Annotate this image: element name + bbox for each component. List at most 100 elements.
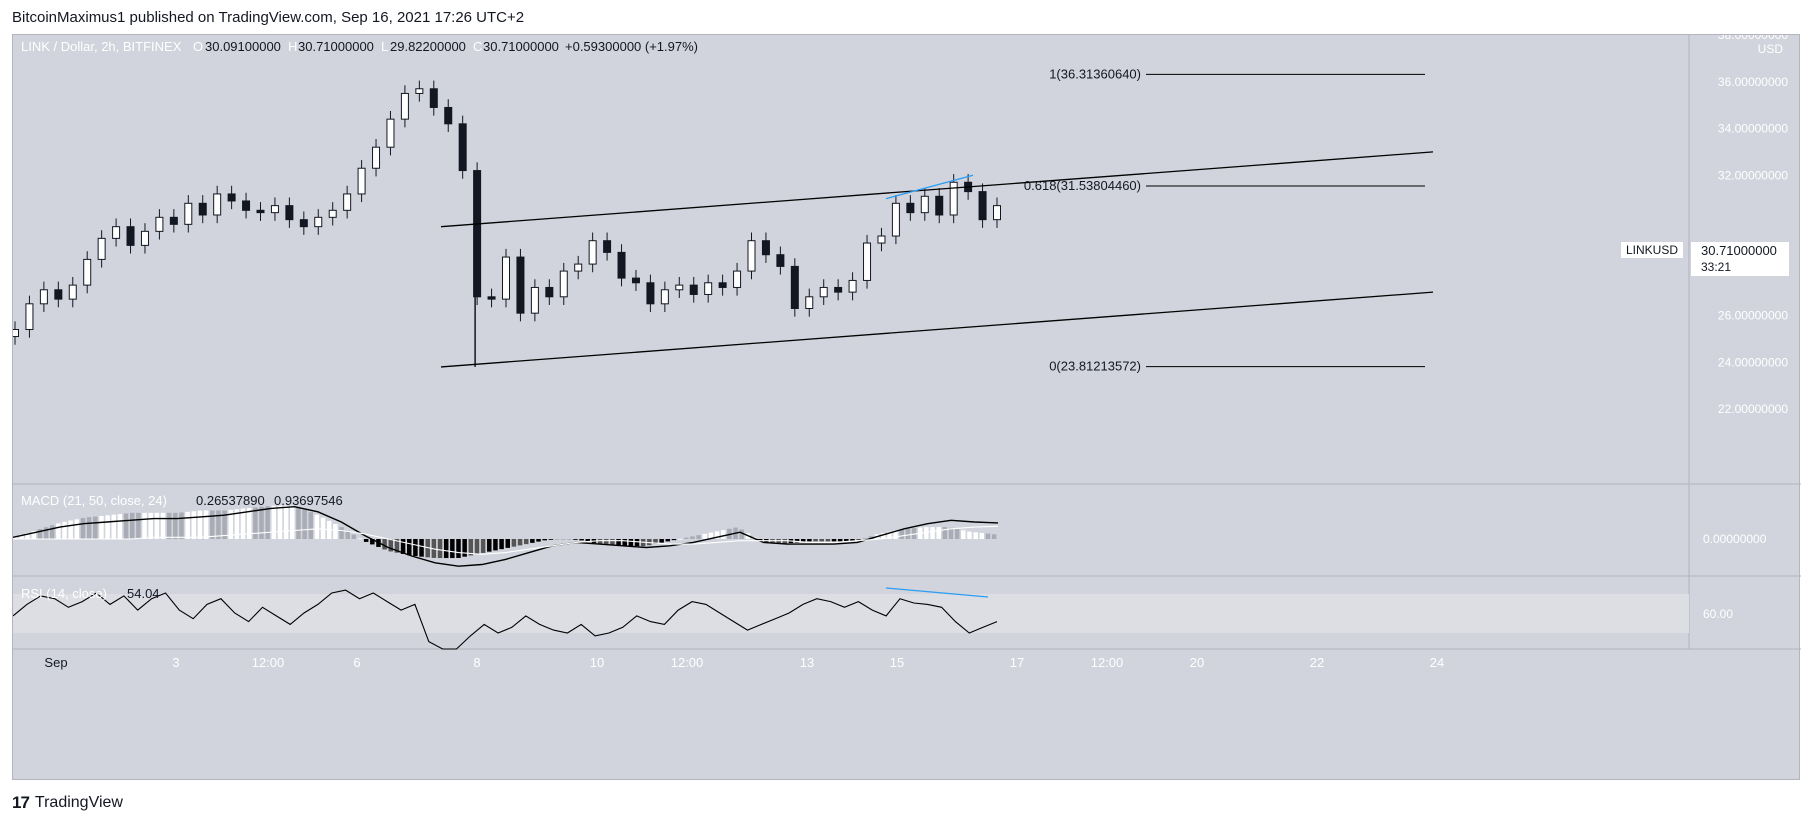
macd-label[interactable]: MACD (21, 50, close, 24) (21, 493, 167, 508)
macd-histogram-bar (185, 511, 190, 539)
candle-body (299, 219, 308, 228)
macd-histogram-bar (887, 531, 892, 539)
macd-histogram-bar (480, 539, 486, 553)
time-tick-label: 15 (890, 655, 904, 670)
rsi-label[interactable]: RSI (14, close) (21, 586, 107, 601)
candle-body (112, 226, 121, 239)
candle-body (68, 284, 77, 300)
macd-histogram-bar (573, 539, 578, 540)
macd-histogram-bar (419, 539, 424, 557)
macd-histogram-bar (253, 507, 258, 539)
macd-histogram-bar (708, 532, 714, 539)
macd-histogram-bar (320, 517, 326, 539)
candle-body (357, 167, 366, 195)
macd-histogram-bar (197, 510, 203, 539)
macd-histogram-bar (388, 539, 394, 552)
candle-body (891, 202, 900, 237)
macd-histogram-bar (31, 530, 36, 539)
macd-histogram-bar (653, 539, 658, 544)
macd-histogram-bar (801, 539, 806, 542)
symbol-title[interactable]: LINK / Dollar, 2h, BITFINEX (21, 39, 182, 54)
macd-histogram-bar (936, 527, 941, 539)
macd-histogram-bar (628, 539, 634, 547)
macd-histogram-bar (659, 539, 664, 543)
macd-histogram-bar (911, 528, 917, 539)
macd-histogram-bar (290, 505, 295, 539)
chart-canvas[interactable]: 1(36.31360640) 0.618(31.53804460) 0(23.812… (13, 35, 1801, 781)
price-tick-label: 32.00000000 (1718, 168, 1788, 182)
macd-histogram-bar (757, 539, 763, 541)
macd-histogram-bar (333, 523, 338, 539)
candle-body (660, 289, 669, 305)
macd-histogram-bar (844, 539, 849, 542)
rsi-band (13, 594, 1689, 633)
candle-body (675, 284, 684, 291)
macd-value: 0.26537890 (196, 493, 265, 508)
macd-histogram-bar (961, 530, 966, 539)
fib-level-label: 0(23.81213572) (1049, 359, 1141, 374)
candle-body (646, 282, 655, 305)
macd-signal-value: 0.93697546 (274, 493, 343, 508)
macd-histogram-bar (382, 539, 387, 550)
candle-body (502, 256, 510, 300)
macd-histogram-bar (203, 510, 209, 539)
price-tick-label: 38.00000000 (1718, 35, 1788, 42)
macd-histogram-bar (425, 539, 430, 558)
macd-histogram-bar (610, 539, 615, 546)
macd-histogram-bar (530, 539, 535, 543)
channel-lines[interactable] (440, 151, 1434, 368)
macd-histogram-bar (720, 530, 726, 539)
time-tick-label: 12:00 (671, 655, 704, 670)
candle-body (270, 205, 279, 214)
candle-body (256, 209, 265, 214)
macd-histogram-bar (265, 506, 270, 539)
footer-brand[interactable]: TradingView (34, 794, 123, 811)
tradingview-logo-icon[interactable]: 17 (12, 793, 30, 812)
price-tick-label: 36.00000000 (1718, 75, 1788, 89)
candle-body (400, 92, 409, 120)
rsi-divergence-line (885, 587, 989, 598)
candle-body (415, 88, 424, 94)
candle-body (343, 193, 352, 211)
candle-body (473, 170, 482, 298)
candle-body (790, 265, 799, 309)
macd-histogram-bar (228, 509, 233, 539)
macd-axis-tick: 0.00000000 (1703, 532, 1767, 546)
macd-histogram-bar (407, 539, 412, 556)
time-axis[interactable]: Sep 3 12:00 6 8 10 12:00 13 15 17 12:00 20 22 24 (44, 655, 1444, 670)
candle-body (285, 205, 294, 221)
candle-body (805, 296, 814, 309)
macd-histogram-bar (456, 539, 461, 558)
macd-histogram-bar (117, 514, 123, 539)
macd-histogram-bar (542, 539, 547, 541)
candle-body (487, 296, 496, 300)
macd-histogram-bar (893, 530, 898, 539)
fibonacci-levels[interactable]: 1(36.31360640) 0.618(31.53804460) 0(23.812… (1024, 66, 1425, 374)
fib-level-label: 1(36.31360640) (1049, 66, 1141, 81)
legend-high-label: H (288, 39, 297, 54)
macd-histogram-bar (49, 525, 55, 539)
macd-histogram-bar (370, 539, 375, 545)
macd-histogram-bar (400, 539, 406, 554)
time-tick-label: 6 (353, 655, 360, 670)
macd-histogram-bar (985, 533, 991, 539)
price-tick-label: 24.00000000 (1718, 355, 1788, 369)
support-line (440, 291, 1434, 368)
candle-body (704, 282, 713, 295)
macd-histogram-bar (80, 518, 86, 539)
macd-histogram-bar (74, 519, 80, 539)
macd-histogram-bar (856, 539, 861, 541)
macd-histogram-bar (413, 539, 418, 557)
macd-histogram-bar (579, 539, 584, 541)
candle-body (386, 118, 395, 148)
price-axis[interactable]: 38.00000000 36.00000000 34.00000000 32.0000… (1718, 35, 1788, 416)
chart-frame[interactable]: 1(36.31360640) 0.618(31.53804460) 0(23.812… (12, 34, 1801, 781)
macd-histogram-bar (930, 527, 935, 539)
price-tick-label: 26.00000000 (1718, 309, 1788, 323)
macd-histogram-bar (511, 539, 517, 547)
macd-histogram-bar (487, 539, 492, 552)
macd-signal-line (13, 525, 999, 555)
macd-histogram-bar (684, 537, 689, 539)
macd-histogram-bar (357, 538, 363, 540)
macd-histogram-bar (831, 539, 837, 542)
